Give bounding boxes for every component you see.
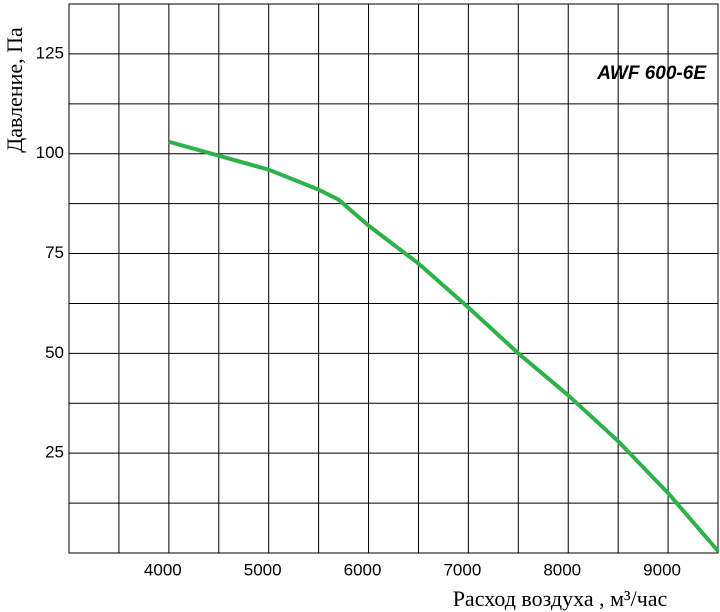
y-tick-label: 75 bbox=[45, 243, 64, 262]
y-axis-title: Давление, Па bbox=[2, 27, 27, 153]
y-tick-label: 25 bbox=[45, 443, 64, 462]
x-tick-label: 6000 bbox=[344, 560, 382, 579]
x-tick-label: 8000 bbox=[543, 560, 581, 579]
x-tick-label: 5000 bbox=[244, 560, 282, 579]
x-tick-label: 4000 bbox=[144, 560, 182, 579]
y-tick-label: 50 bbox=[45, 343, 64, 362]
x-tick-label: 9000 bbox=[643, 560, 681, 579]
data-line bbox=[168, 139, 720, 553]
annotation: AWF 600-6E bbox=[596, 63, 707, 84]
plot-frame bbox=[68, 3, 719, 554]
x-tick-label: 7000 bbox=[443, 560, 481, 579]
x-axis-title: Расход воздуха , м³/час bbox=[453, 586, 668, 611]
y-tick-label: 100 bbox=[36, 143, 64, 162]
y-tick-label: 125 bbox=[36, 43, 64, 62]
